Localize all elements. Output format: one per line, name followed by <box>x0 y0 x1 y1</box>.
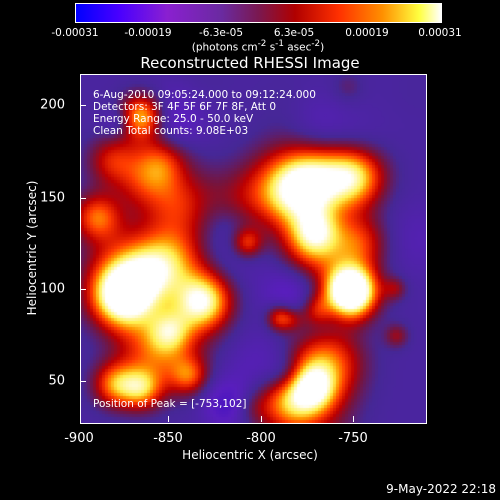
x-tick-mark <box>168 416 169 422</box>
info-time-range: 6-Aug-2010 09:05:24.000 to 09:12:24.000 <box>93 89 316 101</box>
y-axis-label: Heliocentric Y (arcsec) <box>25 180 39 316</box>
colorbar-tick-label: 0.00019 <box>345 27 389 39</box>
y-tick-label: 100 <box>40 281 65 297</box>
info-energy-range: Energy Range: 25.0 - 50.0 keV <box>93 113 254 125</box>
y-tick-label: 50 <box>48 373 65 389</box>
x-tick-label: -850 <box>153 431 183 446</box>
x-tick-mark <box>261 416 262 422</box>
x-axis-label: Heliocentric X (arcsec) <box>182 448 318 462</box>
colorbar-tick-label: -0.00031 <box>51 27 99 39</box>
x-tick-label: -750 <box>338 431 368 446</box>
y-tick-label: 150 <box>40 190 65 206</box>
colorbar-tick-label: 0.00031 <box>418 27 462 39</box>
y-tick-mark <box>80 105 86 106</box>
y-tick-label: 200 <box>40 97 65 113</box>
colorbar <box>75 3 442 23</box>
info-total-counts: Clean Total counts: 9.08E+03 <box>93 125 249 137</box>
y-tick-mark <box>80 198 86 199</box>
x-tick-label: -900 <box>64 431 94 446</box>
colorbar-tick-label: 6.3e-05 <box>273 27 315 39</box>
x-tick-label: -800 <box>246 431 276 446</box>
y-tick-mark <box>80 289 86 290</box>
info-detectors: Detectors: 3F 4F 5F 6F 7F 8F, Att 0 <box>93 101 277 113</box>
y-tick-mark <box>80 381 86 382</box>
plot-title: Reconstructed RHESSI Image <box>140 54 360 72</box>
date-stamp: 9-May-2022 22:18 <box>386 482 496 496</box>
heatmap-image <box>81 75 426 423</box>
image-plot-area <box>80 74 427 424</box>
peak-position-text: Position of Peak = [-753,102] <box>93 398 247 410</box>
colorbar-units: (photons cm-2 s-1 asec-2) <box>191 39 325 54</box>
x-tick-mark <box>353 416 354 422</box>
colorbar-tick-label: -6.3e-05 <box>198 27 244 39</box>
colorbar-tick-label: -0.00019 <box>124 27 172 39</box>
